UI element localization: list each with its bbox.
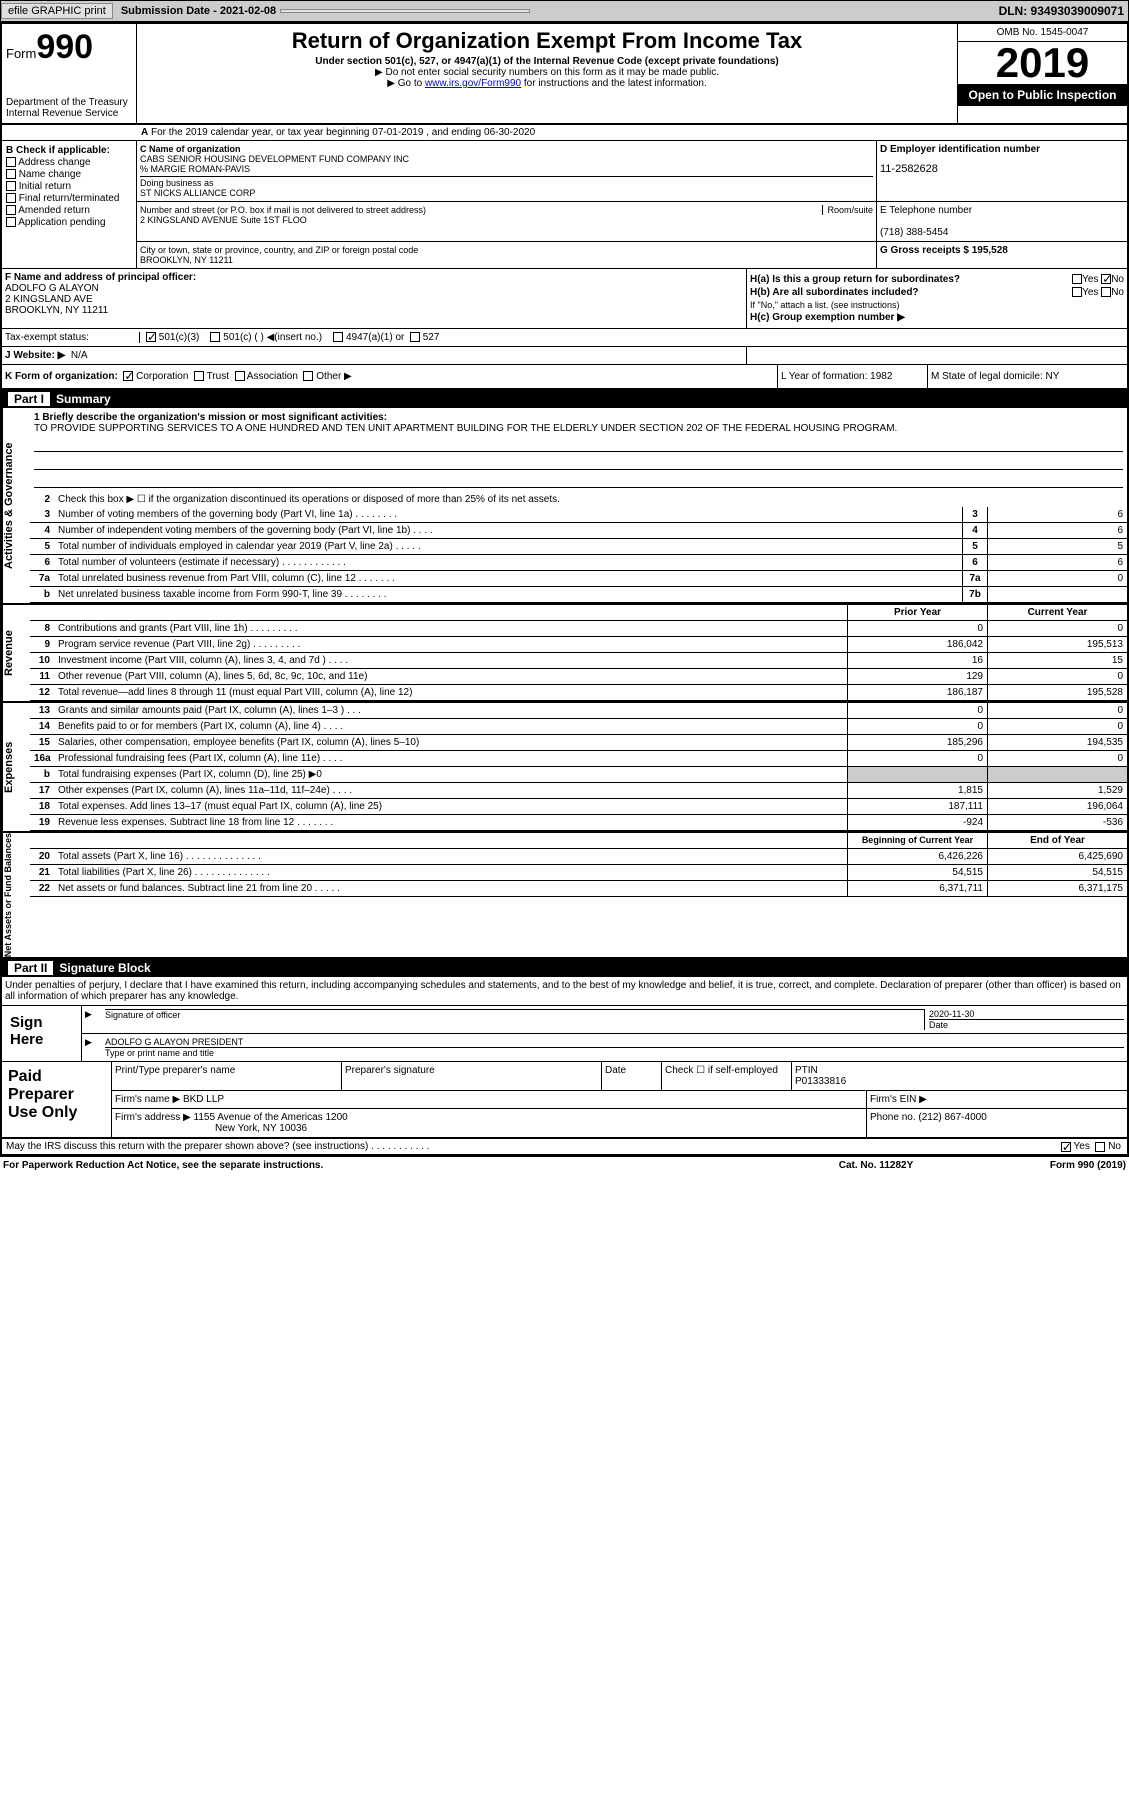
activities-section: Activities & Governance 1 Briefly descri…	[2, 408, 1127, 605]
vlabel-expenses: Expenses	[2, 703, 30, 831]
cb-501c[interactable]	[210, 332, 220, 342]
state-domicile: M State of legal domicile: NY	[927, 365, 1127, 388]
header: Form990 Department of the Treasury Inter…	[2, 24, 1127, 125]
header-center: Return of Organization Exempt From Incom…	[137, 24, 957, 123]
paid-preparer-label: Paid Preparer Use Only	[2, 1062, 112, 1137]
part1-header: Part ISummary	[2, 390, 1127, 408]
cb-4947[interactable]	[333, 332, 343, 342]
submission-date: Submission Date - 2021-02-08	[117, 5, 280, 17]
subtitle-3: ▶ Go to www.irs.gov/Form990 for instruct…	[141, 78, 953, 89]
vlabel-revenue: Revenue	[2, 605, 30, 701]
paid-preparer-block: Paid Preparer Use Only Print/Type prepar…	[2, 1062, 1127, 1139]
irs-link[interactable]: www.irs.gov/Form990	[425, 78, 521, 89]
tax-year: 2019	[958, 42, 1127, 84]
subtitle-1: Under section 501(c), 527, or 4947(a)(1)…	[141, 56, 953, 67]
perjury-declaration: Under penalties of perjury, I declare th…	[2, 977, 1127, 1005]
cb-501c3[interactable]	[146, 332, 156, 342]
may-irs-discuss: May the IRS discuss this return with the…	[2, 1139, 1127, 1155]
cb-initial-return[interactable]: Initial return	[6, 181, 132, 192]
open-public: Open to Public Inspection	[958, 84, 1127, 106]
section-cd: C Name of organization CABS SENIOR HOUSI…	[137, 141, 1127, 268]
dln: DLN: 93493039009071	[999, 4, 1128, 18]
cb-discuss-yes[interactable]	[1061, 1142, 1071, 1152]
cb-corp[interactable]	[123, 371, 133, 381]
address-box: Number and street (or P.O. box if mail i…	[137, 202, 877, 241]
section-b: B Check if applicable: Address change Na…	[2, 141, 137, 268]
phone-box: E Telephone number (718) 388-5454	[877, 202, 1127, 241]
part2-header: Part IISignature Block	[2, 959, 1127, 977]
sign-here-block: Sign Here ▶ Signature of officer 2020-11…	[2, 1005, 1127, 1062]
form-prefix: Form	[6, 46, 36, 61]
cb-amended[interactable]: Amended return	[6, 205, 132, 216]
dept-treasury: Department of the Treasury Internal Reve…	[6, 97, 132, 119]
netassets-section: Net Assets or Fund Balances Beginning of…	[2, 833, 1127, 959]
cb-discuss-no[interactable]	[1095, 1142, 1105, 1152]
city-box: City or town, state or province, country…	[137, 242, 877, 268]
expenses-section: Expenses 13Grants and similar amounts pa…	[2, 703, 1127, 833]
sign-here-label: Sign Here	[2, 1006, 82, 1061]
cb-other[interactable]	[303, 371, 313, 381]
form-number-box: Form990 Department of the Treasury Inter…	[2, 24, 137, 123]
form-title: Return of Organization Exempt From Incom…	[141, 28, 953, 54]
cb-trust[interactable]	[194, 371, 204, 381]
cb-final-return[interactable]: Final return/terminated	[6, 193, 132, 204]
section-fh: F Name and address of principal officer:…	[2, 269, 1127, 329]
phone-value: (718) 388-5454	[880, 227, 948, 238]
org-name-box: C Name of organization CABS SENIOR HOUSI…	[137, 141, 877, 201]
cb-pending[interactable]: Application pending	[6, 217, 132, 228]
section-f: F Name and address of principal officer:…	[2, 269, 747, 328]
vlabel-netassets: Net Assets or Fund Balances	[2, 833, 30, 957]
footer-left: For Paperwork Reduction Act Notice, see …	[3, 1160, 776, 1171]
blank-btn[interactable]	[280, 9, 530, 13]
footer-cat: Cat. No. 11282Y	[776, 1160, 976, 1171]
subtitle-2: ▶ Do not enter social security numbers o…	[141, 67, 953, 78]
cb-address-change[interactable]: Address change	[6, 157, 132, 168]
line-a: A For the 2019 calendar year, or tax yea…	[2, 125, 1127, 141]
cb-assoc[interactable]	[235, 371, 245, 381]
cb-name-change[interactable]: Name change	[6, 169, 132, 180]
section-bcd: B Check if applicable: Address change Na…	[2, 141, 1127, 269]
year-formation: L Year of formation: 1982	[777, 365, 927, 388]
revenue-section: Revenue Prior YearCurrent Year 8Contribu…	[2, 605, 1127, 703]
form-990: Form990 Department of the Treasury Inter…	[0, 22, 1129, 1157]
form-990-number: 990	[36, 28, 93, 66]
vlabel-activities: Activities & Governance	[2, 408, 30, 603]
section-j: J Website: ▶ N/A	[2, 347, 1127, 365]
section-klm: K Form of organization: Corporation Trus…	[2, 365, 1127, 390]
ein-value: 11-2582628	[880, 163, 1124, 175]
gross-receipts: G Gross receipts $ 195,528	[877, 242, 1127, 268]
section-h: H(a) Is this a group return for subordin…	[747, 269, 1127, 328]
footer-form: Form 990 (2019)	[976, 1160, 1126, 1171]
cb-527[interactable]	[410, 332, 420, 342]
footer: For Paperwork Reduction Act Notice, see …	[0, 1157, 1129, 1174]
section-i: Tax-exempt status: 501(c)(3) 501(c) ( ) …	[2, 329, 1127, 347]
efile-btn[interactable]: efile GRAPHIC print	[1, 3, 113, 19]
mission-block: 1 Briefly describe the organization's mi…	[30, 408, 1127, 492]
header-right: OMB No. 1545-0047 2019 Open to Public In…	[957, 24, 1127, 123]
top-bar: efile GRAPHIC print Submission Date - 20…	[0, 0, 1129, 22]
ein-box: D Employer identification number 11-2582…	[877, 141, 1127, 201]
